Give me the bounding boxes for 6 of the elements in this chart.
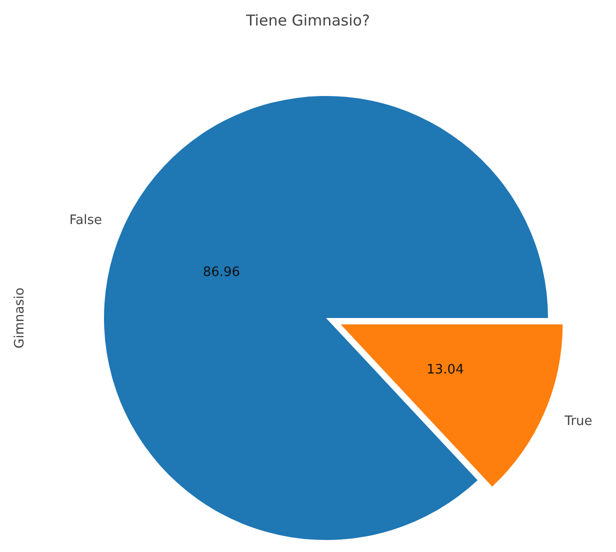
data-label: 13.04 xyxy=(426,362,464,378)
data-label: 86.96 xyxy=(202,265,240,280)
chart-title: Tiene Gimnasio? xyxy=(245,12,370,30)
slice-label: True xyxy=(564,414,592,430)
text: Gimnasio xyxy=(12,288,28,348)
slice-label: False xyxy=(69,213,102,228)
